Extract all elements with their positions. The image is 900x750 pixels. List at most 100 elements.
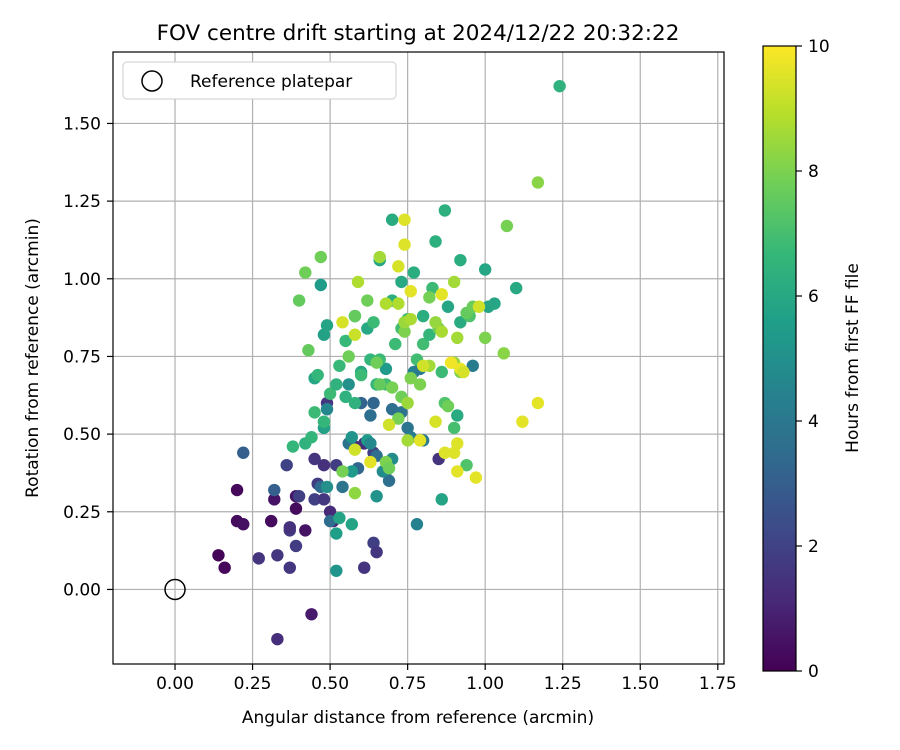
data-point [283, 561, 296, 574]
data-point [237, 446, 250, 459]
data-point [395, 275, 408, 289]
data-point [289, 502, 303, 515]
data-point [308, 452, 321, 466]
data-point [435, 365, 448, 379]
colorbar-tick-label: 4 [808, 412, 819, 432]
data-point [308, 406, 321, 419]
data-point [404, 371, 417, 385]
data-point [302, 344, 315, 357]
data-point [333, 511, 346, 525]
grid-lines [113, 52, 724, 664]
data-point [237, 518, 250, 531]
data-point [451, 331, 464, 345]
data-point [392, 297, 405, 310]
plot-frame [112, 51, 725, 665]
x-tick-label: 1.75 [699, 674, 737, 694]
data-point [314, 250, 328, 264]
data-point [323, 514, 337, 528]
data-point [457, 365, 470, 379]
x-tick-label: 0.00 [156, 674, 194, 694]
data-point [454, 253, 467, 267]
data-point [460, 458, 473, 472]
data-point [451, 409, 464, 422]
data-point [317, 415, 331, 428]
data-point [230, 483, 244, 497]
data-point [416, 359, 430, 372]
colorbar-frame [762, 45, 797, 672]
data-point [392, 260, 405, 273]
data-point [314, 278, 328, 292]
data-point [392, 412, 405, 425]
data-point [212, 549, 225, 562]
data-point [367, 396, 380, 410]
data-point [429, 415, 442, 428]
data-point [382, 462, 396, 475]
y-axis-ticks: 0.00 0.25 0.50 0.75 1.00 1.25 1.50 [63, 114, 113, 600]
data-point [401, 434, 414, 447]
legend-reference-label: Reference platepar [190, 72, 352, 92]
data-point [500, 219, 514, 233]
data-point [348, 328, 362, 341]
data-point [404, 285, 417, 298]
data-point [345, 518, 359, 531]
data-point [323, 387, 337, 400]
colorbar-ticks: 0 2 4 6 8 10 [796, 37, 830, 682]
chart-title: FOV centre drift starting at 2024/12/22 … [157, 21, 680, 46]
x-tick-label: 0.75 [389, 674, 427, 694]
data-point [447, 446, 461, 459]
data-point [435, 288, 448, 301]
data-point [348, 443, 362, 456]
data-point [342, 350, 355, 363]
data-point [478, 263, 492, 276]
data-point [382, 418, 396, 431]
data-point [451, 437, 464, 450]
data-point [385, 381, 399, 394]
data-point [305, 608, 318, 621]
colorbar-gradient [763, 46, 796, 671]
data-point [345, 465, 359, 478]
x-tick-label: 0.50 [311, 674, 349, 694]
data-point [441, 300, 455, 313]
colorbar-label: Hours from first FF file [843, 263, 863, 453]
data-point [382, 474, 396, 487]
data-point [333, 359, 346, 372]
data-point [426, 281, 439, 295]
x-axis-label: Angular distance from reference (arcmin) [242, 708, 594, 728]
legend: Reference platepar [122, 61, 397, 100]
data-point [454, 316, 467, 329]
data-point [429, 316, 442, 329]
data-point [289, 539, 303, 553]
x-tick-label: 0.25 [234, 674, 272, 694]
colorbar: 0 2 4 6 8 10 Hours from first FF file [762, 37, 863, 682]
data-point [317, 458, 331, 472]
data-point [413, 434, 427, 447]
data-point [348, 396, 362, 410]
data-point [218, 561, 231, 574]
data-point [410, 518, 424, 531]
data-point [478, 331, 492, 345]
y-axis-label: Rotation from reference (arcmin) [23, 218, 43, 498]
data-point [317, 493, 331, 506]
data-point [398, 238, 411, 251]
data-point [416, 337, 430, 351]
x-tick-label: 1.25 [544, 674, 582, 694]
data-point [373, 378, 386, 391]
data-point [373, 250, 386, 264]
data-point [317, 328, 331, 341]
data-point [370, 490, 383, 503]
data-point [305, 431, 318, 444]
data-point [451, 465, 464, 478]
data-point [466, 359, 479, 372]
data-point [351, 275, 365, 289]
data-point [358, 561, 371, 574]
data-point [401, 421, 414, 435]
data-point [516, 415, 529, 428]
data-points [212, 79, 566, 646]
data-point [348, 486, 362, 500]
data-point [447, 421, 461, 435]
data-point [320, 480, 334, 494]
colorbar-tick-label: 2 [808, 537, 819, 557]
data-point [385, 213, 399, 226]
colorbar-tick-label: 10 [808, 37, 830, 57]
colorbar-tick-label: 6 [808, 287, 819, 307]
